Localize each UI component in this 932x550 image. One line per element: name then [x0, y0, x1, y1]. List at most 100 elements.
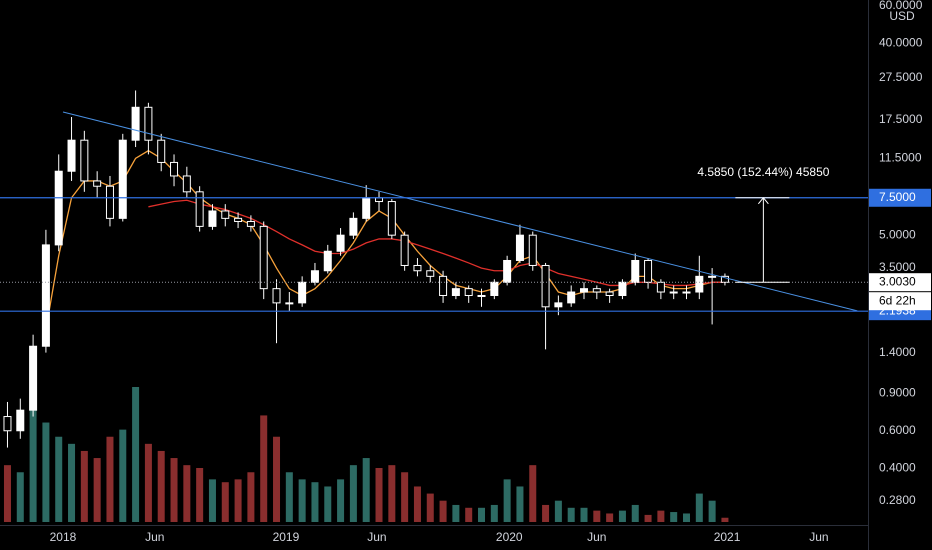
y-tick-label: 0.9000	[879, 386, 916, 400]
candle-body	[93, 180, 102, 187]
candle-body	[439, 275, 448, 296]
candle-body	[234, 217, 243, 222]
candle-body	[310, 270, 319, 283]
y-tick-label: 0.4000	[879, 460, 916, 474]
volume-bar	[311, 482, 319, 522]
candle-body	[3, 416, 12, 432]
x-tick-label: Jun	[145, 530, 164, 544]
candle-body	[490, 281, 499, 296]
candle-body	[29, 345, 38, 411]
y-tick-label: 40.0000	[879, 36, 923, 50]
volume-bar	[132, 387, 140, 522]
candle-body	[41, 244, 50, 347]
candle-body	[182, 175, 191, 193]
candle-body	[669, 291, 678, 294]
countdown-label: 6d 22h	[879, 293, 916, 307]
candle-body	[246, 220, 255, 227]
volume-bar	[721, 517, 729, 522]
candle-body	[144, 106, 153, 141]
y-tick-label: 1.4000	[879, 345, 916, 359]
volume-bar	[106, 436, 114, 522]
volume-bar	[567, 507, 575, 522]
candle-body	[656, 281, 665, 293]
candle-body	[80, 139, 89, 182]
volume-bar	[375, 468, 383, 522]
countdown-box	[869, 292, 931, 311]
candle-body	[362, 197, 371, 219]
volume-bar	[554, 500, 562, 522]
volume-bar	[478, 507, 486, 522]
candle-body	[580, 288, 589, 293]
candle-body	[118, 139, 127, 219]
y-tick-label: 27.5000	[879, 70, 923, 84]
candle-body	[221, 210, 230, 219]
candle-body	[323, 250, 332, 272]
volume-bar	[708, 500, 716, 522]
volume-bar	[196, 468, 204, 522]
volume-bar	[618, 510, 626, 522]
volume-bar	[80, 450, 88, 522]
volume-bar	[349, 465, 357, 522]
candle-body	[336, 234, 345, 252]
x-tick-label: Jun	[587, 530, 606, 544]
volume-bar	[670, 512, 678, 522]
volume-bar	[593, 510, 601, 522]
volume-bar	[221, 482, 229, 522]
volume-bar	[298, 479, 306, 522]
x-tick-label: 2021	[714, 530, 741, 544]
volume-bar	[529, 465, 537, 522]
candle-body	[157, 139, 166, 163]
volume-bar	[157, 450, 165, 522]
volume-bar	[580, 507, 588, 522]
candle-body	[682, 291, 691, 294]
volume-bar	[68, 443, 76, 522]
candle-body	[644, 259, 653, 283]
currency-label: USD	[889, 9, 915, 23]
volume-bar	[426, 493, 434, 522]
volume-bar	[119, 429, 127, 522]
candle-body	[259, 225, 268, 290]
moving-average-line	[148, 199, 725, 287]
y-tick-label: 60.0000	[879, 0, 923, 12]
y-tick-label: 17.5000	[879, 112, 923, 126]
volume-bar	[93, 458, 101, 522]
candle-body	[503, 259, 512, 283]
candle-body	[515, 234, 524, 261]
candle-body	[131, 106, 140, 141]
candle-body	[541, 264, 550, 308]
volume-bar	[413, 486, 421, 522]
volume-bar	[55, 436, 63, 522]
volume-bar	[208, 479, 216, 522]
candle-body	[464, 288, 473, 296]
candle-body	[195, 191, 204, 227]
volume-bar	[631, 504, 639, 522]
y-tick-label: 11.5000	[879, 151, 922, 165]
candle-body	[285, 302, 294, 305]
candle-body	[567, 291, 576, 304]
candle-body	[426, 270, 435, 277]
x-tick-label: 2020	[496, 530, 523, 544]
candle-body	[272, 288, 281, 304]
candle-body	[451, 288, 460, 296]
volume-bar	[657, 510, 665, 522]
volume-bar	[542, 504, 550, 522]
volume-bar	[644, 514, 652, 522]
candle-body	[400, 234, 409, 266]
candle-body	[618, 281, 627, 296]
candle-body	[105, 185, 114, 219]
volume-bar	[439, 500, 447, 522]
candle-body	[67, 139, 76, 172]
y-tick-label: 0.6000	[879, 423, 916, 437]
candle-body	[16, 409, 25, 432]
volume-bar	[170, 458, 178, 522]
candle-body	[477, 294, 486, 297]
candle-body	[605, 291, 614, 296]
trendline	[62, 111, 858, 312]
volume-bar	[144, 443, 152, 522]
y-tick-label: 0.2800	[879, 493, 916, 507]
volume-bar	[29, 401, 37, 522]
x-tick-label: 2019	[273, 530, 300, 544]
measure-arrow-head	[757, 196, 769, 205]
last-price-label: 3.0030	[879, 274, 916, 288]
